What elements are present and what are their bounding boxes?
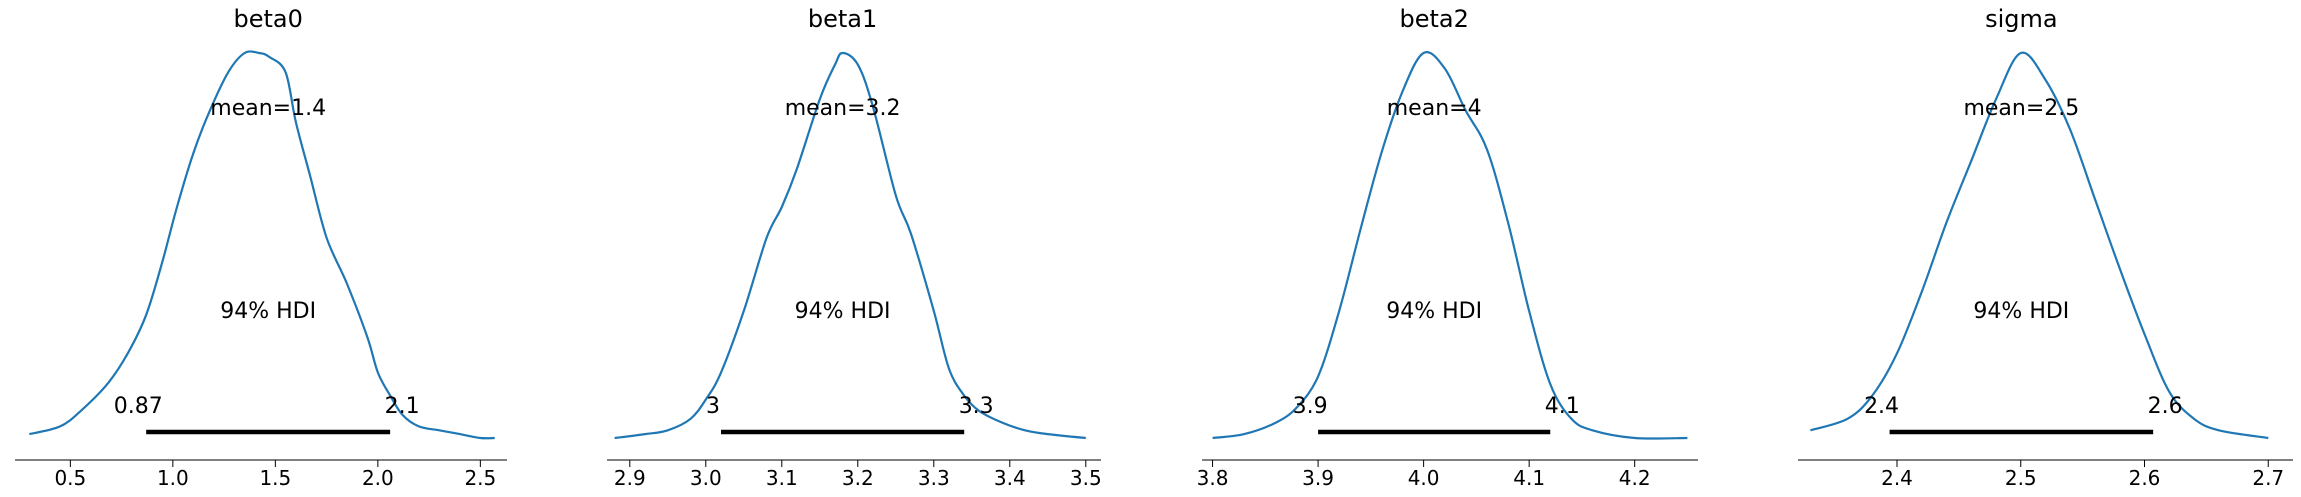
x-tick-label: 3.3 [918, 466, 950, 490]
density-curve-sigma [1810, 51, 2269, 440]
hdi-low-label: 3.9 [1293, 394, 1328, 419]
x-tick-label: 4.1 [1513, 466, 1545, 490]
x-tick-label: 3.5 [1070, 466, 1102, 490]
x-tick-label: 3.8 [1197, 466, 1229, 490]
x-tick-label: 2.5 [464, 466, 496, 490]
hdi-label: 94% HDI [1386, 299, 1482, 324]
x-tick-label: 3.0 [690, 466, 722, 490]
x-tick-label: 2.9 [614, 466, 646, 490]
panel-title: beta0 [233, 5, 302, 33]
x-tick-label: 3.9 [1302, 466, 1334, 490]
x-tick-label: 3.4 [994, 466, 1026, 490]
hdi-high-label: 4.1 [1545, 394, 1580, 419]
density-curve-beta0 [29, 50, 495, 440]
x-tick-label: 2.5 [2005, 466, 2037, 490]
x-tick-label: 1.0 [157, 466, 189, 490]
x-tick-label: 2.4 [1881, 466, 1913, 490]
x-tick-label: 2.0 [362, 466, 394, 490]
hdi-label: 94% HDI [220, 299, 316, 324]
hdi-low-label: 3 [706, 394, 720, 419]
mean-label: mean=4 [1387, 96, 1482, 121]
hdi-low-label: 0.87 [114, 394, 163, 419]
density-curve-beta1 [614, 51, 1086, 440]
mean-label: mean=3.2 [785, 96, 901, 121]
x-tick-label: 0.5 [54, 466, 86, 490]
hdi-label: 94% HDI [795, 299, 891, 324]
x-tick-label: 4.0 [1408, 466, 1440, 490]
x-tick-label: 2.7 [2252, 466, 2284, 490]
panel-title: sigma [1985, 5, 2058, 33]
panel-title: beta2 [1399, 5, 1468, 33]
x-tick-label: 3.2 [842, 466, 874, 490]
mean-label: mean=1.4 [210, 96, 326, 121]
density-curve-beta2 [1212, 51, 1688, 440]
mean-label: mean=2.5 [1963, 96, 2079, 121]
x-tick-label: 4.2 [1619, 466, 1651, 490]
x-tick-label: 2.6 [2129, 466, 2161, 490]
x-tick-label: 1.5 [259, 466, 291, 490]
panel-title: beta1 [808, 5, 877, 33]
hdi-high-label: 2.1 [385, 394, 420, 419]
hdi-high-label: 2.6 [2148, 394, 2183, 419]
hdi-label: 94% HDI [1973, 299, 2069, 324]
x-tick-label: 3.1 [766, 466, 798, 490]
hdi-low-label: 2.4 [1864, 394, 1899, 419]
hdi-high-label: 3.3 [959, 394, 994, 419]
